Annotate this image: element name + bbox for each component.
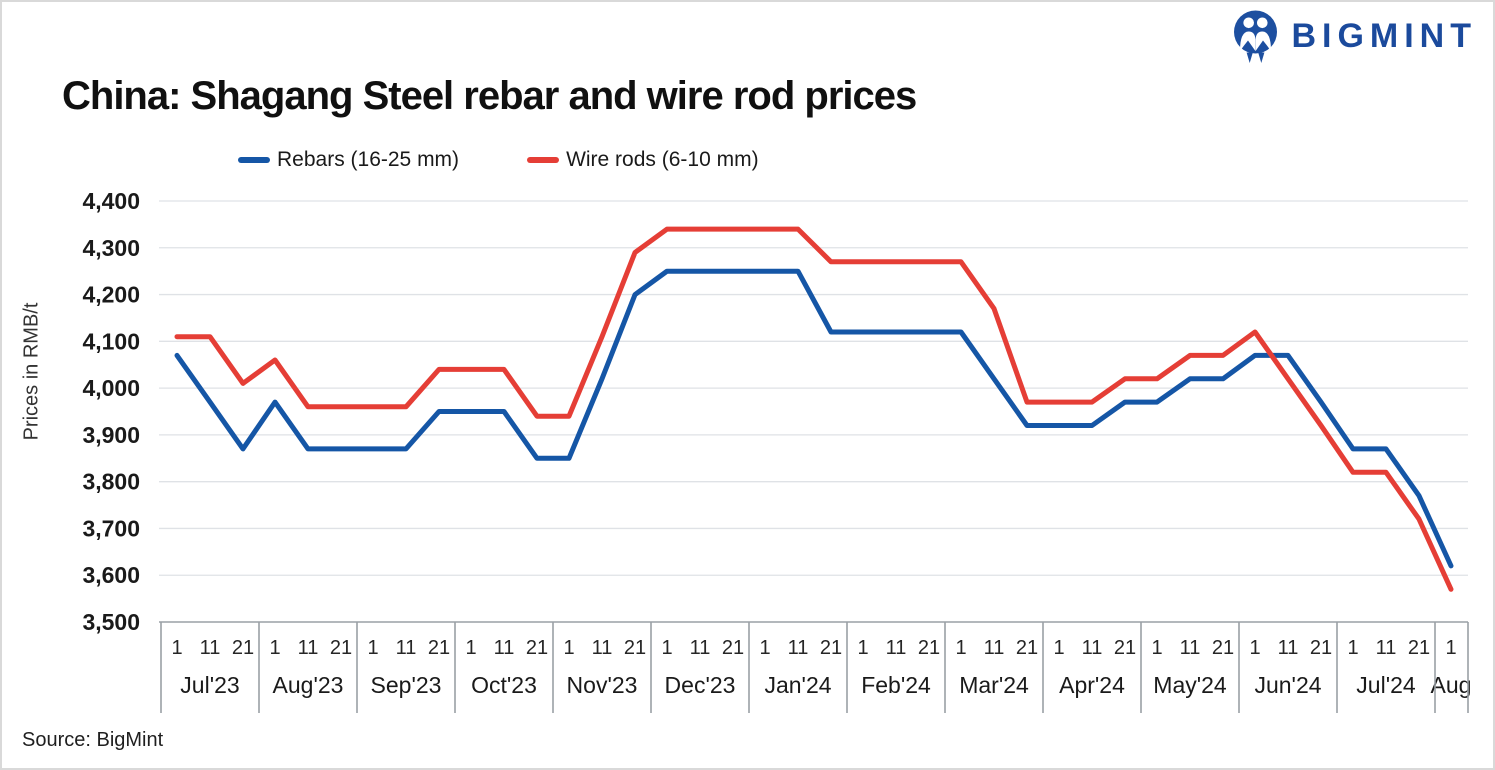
source-note: Source: BigMint bbox=[22, 729, 164, 751]
brand-logo: BIGMINT bbox=[1233, 10, 1477, 63]
legend-item-wire-rods: Wire rods (6-10 mm) bbox=[527, 148, 759, 172]
x-axis-day-label: 11 bbox=[592, 637, 613, 659]
x-axis-month-label: Jul'23 bbox=[180, 672, 239, 698]
x-axis-day-label: 11 bbox=[1082, 637, 1103, 659]
y-axis-tick-label: 3,800 bbox=[82, 469, 140, 495]
x-axis-day-label: 1 bbox=[955, 637, 966, 659]
x-axis-day-label: 1 bbox=[171, 637, 182, 659]
y-axis-tick-label: 4,100 bbox=[82, 328, 140, 354]
x-axis-day-label: 1 bbox=[759, 637, 770, 659]
x-axis-month-label: Aug'23 bbox=[273, 672, 344, 698]
x-axis-day-label: 21 bbox=[624, 637, 646, 659]
x-axis-day-label: 11 bbox=[396, 637, 417, 659]
x-axis-day-label: 21 bbox=[1114, 637, 1136, 659]
x-axis-day-label: 11 bbox=[1278, 637, 1299, 659]
x-axis-day-label: 21 bbox=[820, 637, 842, 659]
y-axis-title: Prices in RMB/t bbox=[20, 302, 43, 441]
x-axis-month-label: Feb'24 bbox=[861, 672, 931, 698]
x-axis-day-label: 1 bbox=[269, 637, 280, 659]
x-axis-month-label: Jul'24 bbox=[1356, 672, 1416, 698]
legend-label-rebars: Rebars (16-25 mm) bbox=[277, 148, 460, 171]
x-axis-month-label: May'24 bbox=[1153, 672, 1227, 698]
legend-swatch-wire-rods bbox=[527, 157, 560, 163]
x-axis-day-label: 1 bbox=[1445, 637, 1456, 659]
x-axis-month-label: Jan'24 bbox=[764, 672, 831, 698]
x-axis-month-label: Mar'24 bbox=[959, 672, 1029, 698]
x-axis-day-label: 21 bbox=[526, 637, 548, 659]
y-axis-tick-label: 4,000 bbox=[82, 375, 140, 401]
y-axis-tick-label: 3,700 bbox=[82, 515, 140, 541]
series-line-wire bbox=[174, 226, 1454, 592]
y-axis-tick-label: 3,600 bbox=[82, 562, 140, 588]
x-axis-day-label: 1 bbox=[1053, 637, 1064, 659]
x-axis-day-label: 11 bbox=[886, 637, 907, 659]
x-axis-day-label: 1 bbox=[1347, 637, 1358, 659]
x-axis-day-label: 1 bbox=[1151, 637, 1162, 659]
x-axis-day-label: 1 bbox=[367, 637, 378, 659]
x-axis-month-label: Sep'23 bbox=[371, 672, 442, 698]
x-axis-day-label: 1 bbox=[1249, 637, 1260, 659]
series-line-rebars bbox=[174, 268, 1454, 569]
x-axis-day-label: 11 bbox=[690, 637, 711, 659]
y-axis-tick-label: 4,200 bbox=[82, 282, 140, 308]
x-axis-day-label: 11 bbox=[200, 637, 221, 659]
y-axis-tick-label: 3,500 bbox=[82, 609, 140, 635]
x-axis-day-label: 11 bbox=[494, 637, 515, 659]
x-axis-day-label: 21 bbox=[232, 637, 254, 659]
x-axis-day-label: 11 bbox=[1180, 637, 1201, 659]
x-axis-day-label: 11 bbox=[788, 637, 809, 659]
page-title: China: Shagang Steel rebar and wire rod … bbox=[62, 74, 917, 118]
legend-swatch-rebars bbox=[238, 157, 270, 163]
legend-label-wire-rods: Wire rods (6-10 mm) bbox=[566, 148, 759, 171]
x-axis-day-label: 21 bbox=[330, 637, 352, 659]
x-axis-month-label: Dec'23 bbox=[665, 672, 736, 698]
x-axis-day-label: 1 bbox=[857, 637, 868, 659]
bigmint-logo-icon bbox=[1234, 10, 1278, 63]
x-axis-month-label: Aug bbox=[1431, 672, 1472, 698]
brand-wordmark: BIGMINT bbox=[1291, 17, 1477, 55]
x-axis-day-label: 21 bbox=[1016, 637, 1038, 659]
x-axis-day-label: 1 bbox=[661, 637, 672, 659]
y-axis-tick-label: 4,300 bbox=[82, 235, 140, 261]
x-axis-month-label: Nov'23 bbox=[567, 672, 638, 698]
y-axis-tick-label: 4,400 bbox=[82, 188, 140, 214]
x-axis-day-label: 11 bbox=[984, 637, 1005, 659]
x-axis-day-label: 11 bbox=[1376, 637, 1397, 659]
x-axis-month-label: Apr'24 bbox=[1059, 672, 1125, 698]
x-axis-month-label: Jun'24 bbox=[1254, 672, 1321, 698]
y-axis-tick-label: 3,900 bbox=[82, 422, 140, 448]
x-axis-day-label: 11 bbox=[298, 637, 319, 659]
x-axis-day-label: 21 bbox=[918, 637, 940, 659]
x-axis-day-label: 21 bbox=[428, 637, 450, 659]
x-axis-day-label: 21 bbox=[1310, 637, 1332, 659]
chart-legend: Rebars (16-25 mm) Wire rods (6-10 mm) bbox=[238, 148, 759, 172]
x-axis-day-label: 21 bbox=[722, 637, 744, 659]
x-axis-month-label: Oct'23 bbox=[471, 672, 537, 698]
legend-item-rebars: Rebars (16-25 mm) bbox=[238, 148, 459, 172]
x-axis-day-label: 21 bbox=[1408, 637, 1430, 659]
x-axis-day-label: 1 bbox=[563, 637, 574, 659]
x-axis-day-label: 21 bbox=[1212, 637, 1234, 659]
x-axis-day-label: 1 bbox=[465, 637, 476, 659]
